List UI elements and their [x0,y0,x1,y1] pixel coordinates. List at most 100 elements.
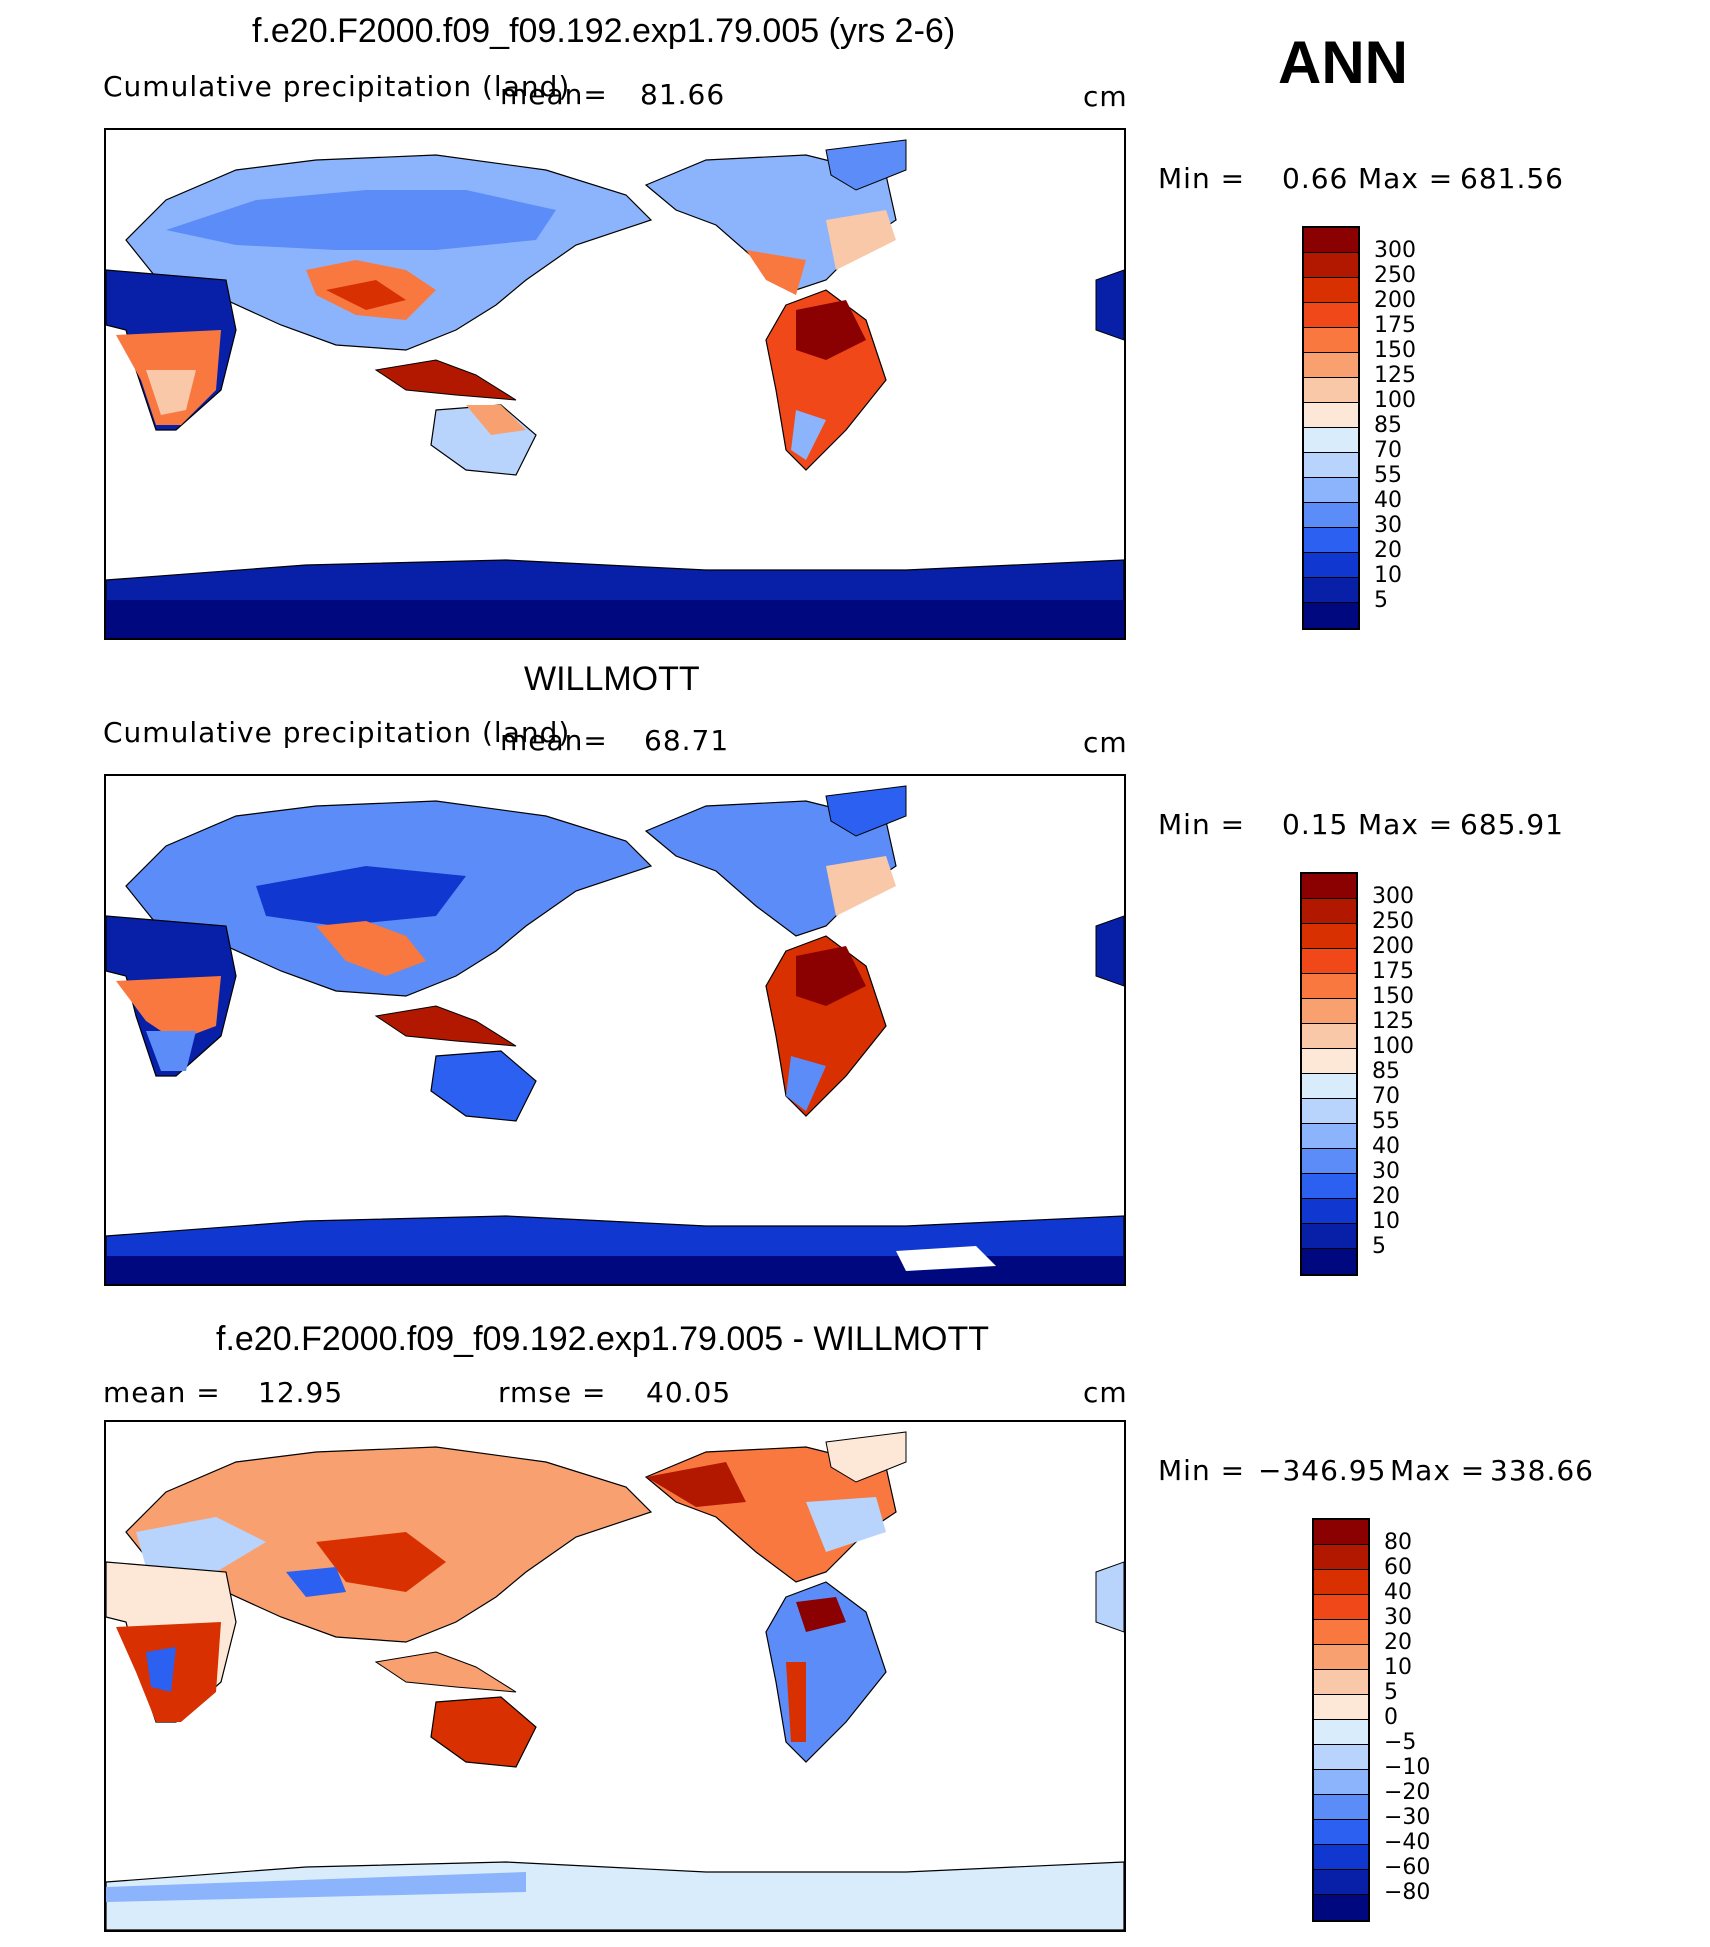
panel-3-land [106,1431,1124,1930]
panel-3-units: cm [1083,1376,1128,1409]
colorbar-swatch [1304,228,1358,253]
colorbar-swatch [1304,353,1358,378]
colorbar-swatch [1304,528,1358,553]
colorbar-tick-label: 85 [1374,413,1402,438]
colorbar-swatch [1302,924,1356,949]
colorbar-tick-label: 70 [1372,1084,1400,1109]
colorbar-tick-label: 5 [1384,1680,1398,1705]
colorbar-swatch [1302,999,1356,1024]
colorbar-swatch [1302,949,1356,974]
panel-2-units: cm [1083,726,1128,759]
panel-1-map [104,128,1126,640]
colorbar-tick-label: 175 [1374,313,1416,338]
panel-3-max-value: 338.66 [1490,1454,1594,1487]
colorbar-swatch [1304,503,1358,528]
panel-3-max-label: Max = [1390,1454,1486,1487]
colorbar-swatch [1314,1545,1368,1570]
panel-2-mean-label: mean= [500,724,608,757]
colorbar-tick-label: 300 [1372,884,1414,909]
colorbar-tick-label: −60 [1384,1855,1431,1880]
panel-3-mean-label: mean = [103,1376,221,1409]
colorbar-tick-label: 5 [1374,588,1388,613]
colorbar-swatch [1314,1720,1368,1745]
colorbar-swatch [1302,1224,1356,1249]
colorbar-swatch [1302,1074,1356,1099]
colorbar-swatch [1314,1895,1368,1920]
panel-1-max-label: Max = [1358,162,1454,195]
panel-1-mean-value: 81.66 [640,78,726,111]
colorbar-tick-label: 60 [1384,1555,1412,1580]
colorbar-tick-label: 20 [1384,1630,1412,1655]
panel-3-title: f.e20.F2000.f09_f09.192.exp1.79.005 - WI… [216,1320,990,1358]
colorbar-tick-label: 250 [1372,909,1414,934]
colorbar-swatch [1304,603,1358,628]
colorbar-tick-label: −80 [1384,1880,1431,1905]
colorbar-tick-label: 20 [1372,1184,1400,1209]
panel-2-mean-value: 68.71 [644,724,730,757]
colorbar-tick-label: 100 [1372,1034,1414,1059]
colorbar-swatch [1314,1620,1368,1645]
colorbar-tick-label: 0 [1384,1705,1398,1730]
colorbar-swatch [1302,1249,1356,1274]
colorbar-swatch [1304,303,1358,328]
colorbar-tick-label: −10 [1384,1755,1431,1780]
panel-3-rmse-value: 40.05 [646,1376,732,1409]
colorbar-tick-label: 10 [1374,563,1402,588]
colorbar-swatch [1314,1845,1368,1870]
colorbar-swatch [1314,1695,1368,1720]
panel-3-map [104,1420,1126,1932]
colorbar-swatch [1304,478,1358,503]
colorbar-tick-label: 125 [1374,363,1416,388]
colorbar-swatch [1302,874,1356,899]
colorbar-swatch [1302,1149,1356,1174]
panel-2-max-label: Max = [1358,808,1454,841]
colorbar-swatch [1304,553,1358,578]
colorbar-swatch [1304,328,1358,353]
colorbar-tick-label: 300 [1374,238,1416,263]
colorbar-tick-label: 150 [1374,338,1416,363]
colorbar-swatch [1302,1099,1356,1124]
colorbar-swatch [1314,1745,1368,1770]
colorbar-tick-label: 40 [1372,1134,1400,1159]
colorbar-tick-label: 10 [1384,1655,1412,1680]
colorbar-swatch [1314,1520,1368,1545]
panel-1-min-value: 0.66 [1282,162,1349,195]
colorbar-swatch [1314,1645,1368,1670]
colorbar-tick-label: −5 [1384,1730,1417,1755]
colorbar-swatch [1302,1024,1356,1049]
colorbar-tick-label: 20 [1374,538,1402,563]
colorbar-swatch [1304,278,1358,303]
colorbar-tick-label: 125 [1372,1009,1414,1034]
panel-2-variable: Cumulative precipitation (land) [103,716,571,749]
colorbar-tick-label: 55 [1372,1109,1400,1134]
panel-3-min-value: −346.95 [1258,1454,1387,1487]
panel-2-colorbar [1300,872,1358,1276]
colorbar-tick-label: 150 [1372,984,1414,1009]
colorbar-tick-label: 175 [1372,959,1414,984]
colorbar-swatch [1302,899,1356,924]
colorbar-swatch [1314,1870,1368,1895]
colorbar-swatch [1302,1124,1356,1149]
colorbar-swatch [1304,428,1358,453]
colorbar-tick-label: 40 [1384,1580,1412,1605]
colorbar-tick-label: −40 [1384,1830,1431,1855]
panel-3-rmse-label: rmse = [498,1376,607,1409]
colorbar-tick-label: −20 [1384,1780,1431,1805]
panel-1-min-label: Min = [1158,162,1246,195]
panel-2-title: WILLMOTT [524,660,700,698]
colorbar-tick-label: 55 [1374,463,1402,488]
colorbar-tick-label: 70 [1374,438,1402,463]
colorbar-swatch [1314,1670,1368,1695]
colorbar-tick-label: 40 [1374,488,1402,513]
colorbar-tick-label: 30 [1374,513,1402,538]
panel-1-variable: Cumulative precipitation (land) [103,70,571,103]
colorbar-tick-label: −30 [1384,1805,1431,1830]
colorbar-swatch [1304,578,1358,603]
colorbar-swatch [1304,253,1358,278]
colorbar-tick-label: 30 [1372,1159,1400,1184]
panel-1-title: f.e20.F2000.f09_f09.192.exp1.79.005 (yrs… [252,12,956,50]
colorbar-swatch [1314,1820,1368,1845]
colorbar-swatch [1302,974,1356,999]
colorbar-tick-label: 85 [1372,1059,1400,1084]
panel-2-min-value: 0.15 [1282,808,1349,841]
